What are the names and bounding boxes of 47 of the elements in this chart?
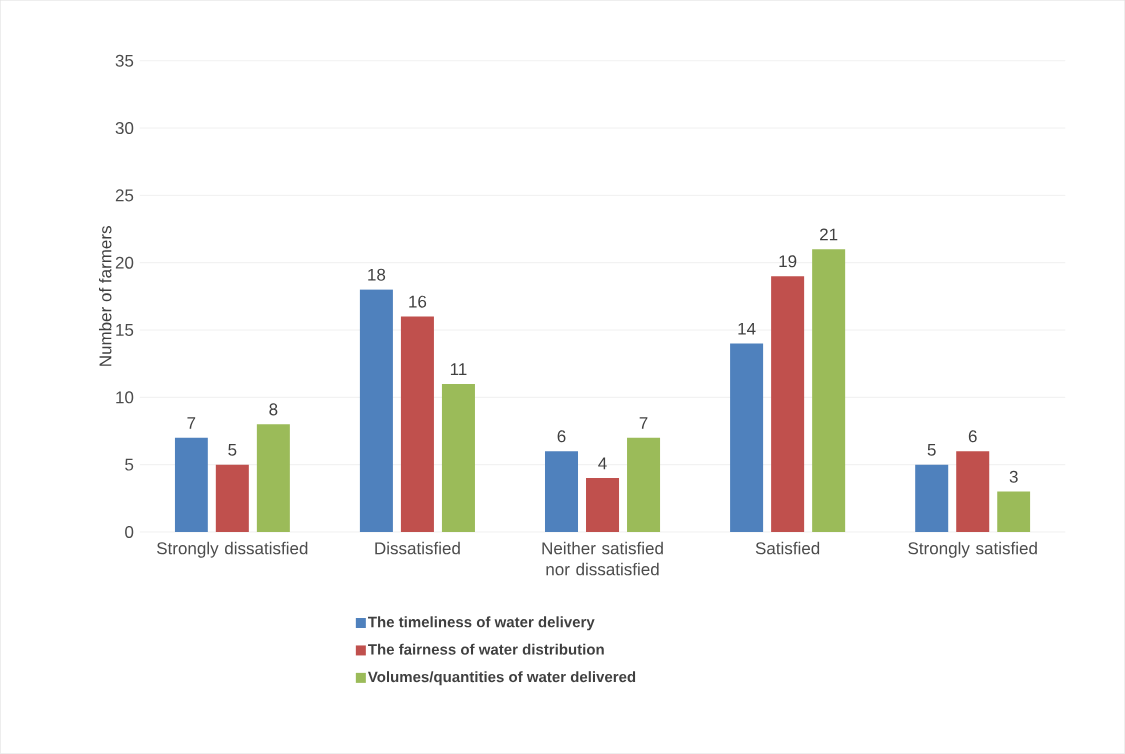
data-label: 5 <box>927 444 936 456</box>
bar <box>730 343 764 533</box>
bar <box>400 316 434 533</box>
x-tick-label: Strongly dissatisfied <box>157 541 308 558</box>
y-tick-label: 30 <box>115 122 134 135</box>
bar <box>771 276 805 533</box>
bar <box>359 289 393 533</box>
bar <box>812 249 846 533</box>
data-label: 21 <box>820 228 838 241</box>
bar <box>215 464 249 533</box>
data-label: 18 <box>368 268 386 281</box>
x-tick-label: Satisfied <box>755 541 820 555</box>
y-tick-label: 35 <box>115 54 134 67</box>
data-label: 4 <box>598 457 607 470</box>
x-tick-label: Dissatisfied <box>375 541 460 555</box>
bar <box>627 437 661 533</box>
y-axis-title: Number of farmers <box>98 226 112 366</box>
legend-label: Volumes/quantities of water delivered <box>367 671 636 686</box>
bar <box>544 451 579 533</box>
data-label: 11 <box>450 363 467 376</box>
bar <box>586 478 620 533</box>
data-label: 8 <box>269 403 278 416</box>
bar <box>915 464 949 533</box>
bar <box>174 437 208 533</box>
y-tick-label: 20 <box>115 256 134 269</box>
bar <box>256 424 290 533</box>
y-tick-label: 25 <box>115 189 134 202</box>
data-label: 6 <box>968 430 977 443</box>
data-label: 7 <box>187 417 196 429</box>
bar <box>997 491 1031 533</box>
data-label: 19 <box>779 255 797 268</box>
data-label: 16 <box>409 295 427 308</box>
bar <box>956 451 990 533</box>
legend-label: The timeliness of water delivery <box>368 616 595 631</box>
data-label: 7 <box>639 417 648 429</box>
x-tick-label: Neither satisfied nor dissatisfied <box>542 541 663 576</box>
data-label: 14 <box>738 323 756 335</box>
y-tick-label: 0 <box>125 526 134 539</box>
data-label: 3 <box>1009 470 1018 483</box>
data-label: 5 <box>228 444 237 456</box>
legend-label: The fairness of water distribution <box>368 643 604 655</box>
data-label: 6 <box>557 430 566 443</box>
y-tick-label: 15 <box>116 324 134 337</box>
y-tick-label: 5 <box>125 458 134 471</box>
y-tick-label: 10 <box>116 391 134 404</box>
x-tick-label: Strongly satisfied <box>908 541 1037 558</box>
bar <box>441 383 475 533</box>
